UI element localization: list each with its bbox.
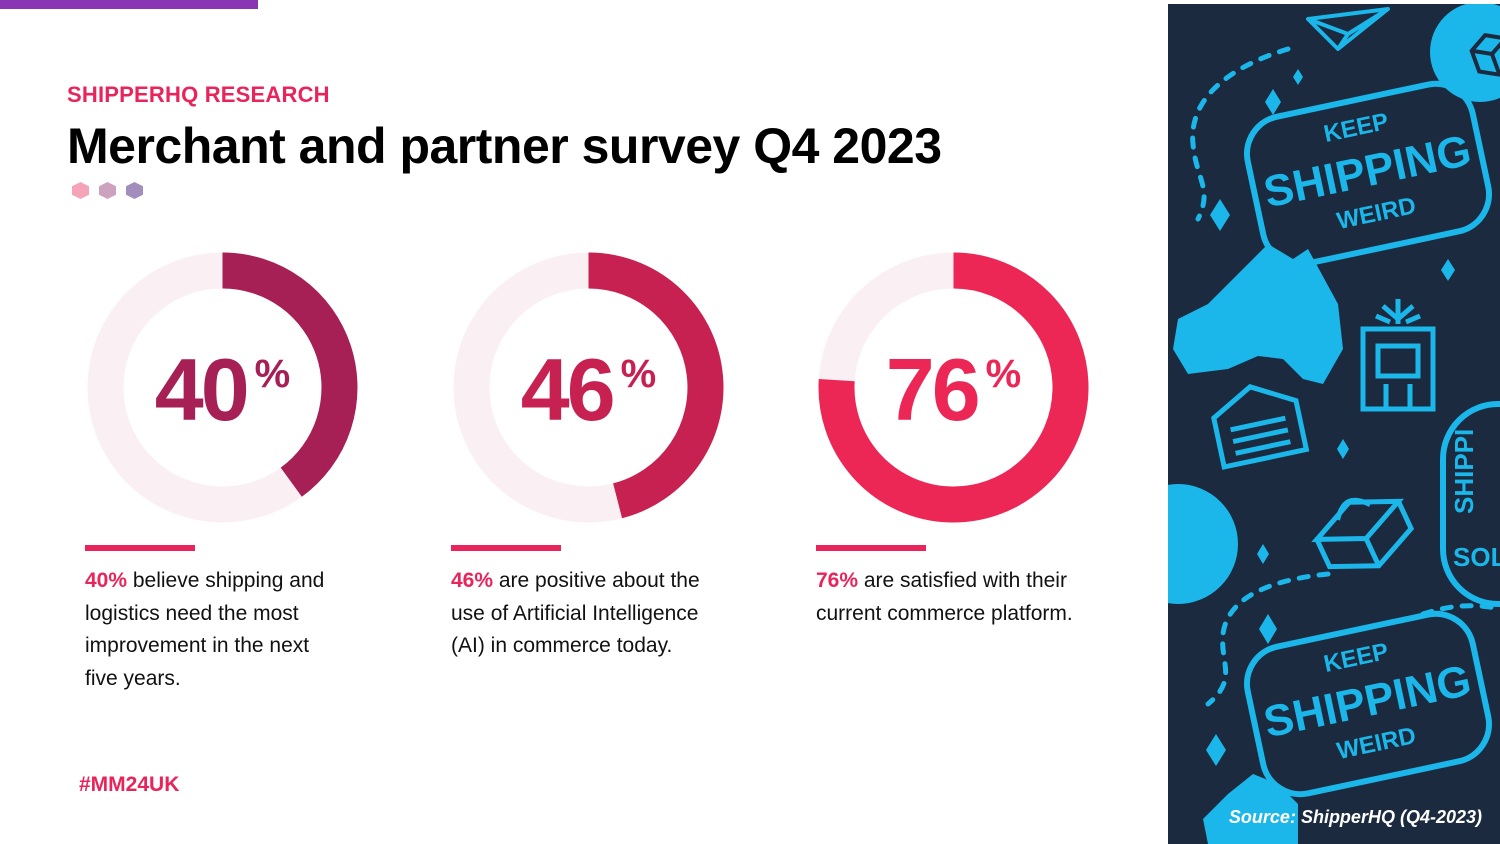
hexagon-icon: [99, 182, 116, 199]
shipping-pattern-illustration: KEEP SHIPPING WEIRD SHIPPI SOL KEEP SHI: [1168, 4, 1500, 844]
badge-text: KEEP: [1321, 108, 1391, 148]
stat-highlight: 46%: [451, 569, 494, 592]
hexagon-icon: [126, 182, 143, 199]
gift-box-icon: [1311, 497, 1415, 570]
stat-percent-sign: %: [254, 352, 291, 396]
donut-chart-1: [87, 252, 358, 523]
stat-percent-sign: %: [620, 352, 657, 396]
stat-text: are positive about the use of Artificial…: [451, 569, 700, 657]
stat-number: 40: [154, 340, 250, 439]
hexagon-icon: [72, 182, 89, 199]
stat-value-2: 46%: [451, 346, 726, 434]
donut-value-arc: [222, 252, 358, 497]
stat-text: believe shipping and logistics need the …: [85, 569, 325, 690]
badge-text: SOL: [1453, 542, 1500, 572]
store-building-icon: [1360, 299, 1436, 412]
divider: [85, 545, 195, 551]
divider: [816, 545, 926, 551]
sparkle-icons: [1206, 69, 1455, 766]
eyebrow-label: SHIPPERHQ RESEARCH: [67, 82, 330, 107]
map-fragment-icon: [1203, 774, 1298, 844]
badge-side: SHIPPI SOL: [1440, 401, 1500, 607]
decorative-pattern-panel: KEEP SHIPPING WEIRD SHIPPI SOL KEEP SHI: [1168, 4, 1500, 844]
stat-text: are satisfied with their current commerc…: [816, 569, 1073, 625]
stat-number: 76: [885, 340, 981, 439]
hexagon-dots: [72, 182, 143, 199]
stat-description-1: 40% believe shipping and logistics need …: [85, 565, 345, 695]
donut-value-arc: [818, 252, 1089, 523]
stat-value-3: 76%: [816, 346, 1091, 434]
box-icon: [1469, 33, 1500, 77]
stat-highlight: 40%: [85, 569, 128, 592]
page-title: Merchant and partner survey Q4 2023: [67, 118, 942, 174]
donut-chart-2: [453, 252, 724, 523]
globe-circle-left: [1168, 484, 1238, 604]
garage-icon: [1211, 384, 1310, 470]
hashtag: #MM24UK: [79, 773, 180, 796]
stat-value-1: 40%: [85, 346, 360, 434]
badge-bottom: KEEP SHIPPING WEIRD: [1243, 610, 1493, 798]
stat-number: 46: [520, 340, 616, 439]
australia-map-icon: [1173, 244, 1343, 384]
top-accent-bar: [0, 0, 258, 9]
donut-value-arc: [588, 252, 724, 519]
stat-description-3: 76% are satisfied with their current com…: [816, 565, 1076, 630]
donut-chart-3: [818, 252, 1089, 523]
stat-description-2: 46% are positive about the use of Artifi…: [451, 565, 711, 663]
badge-text: SHIPPI: [1449, 429, 1479, 514]
divider: [451, 545, 561, 551]
stat-percent-sign: %: [985, 352, 1022, 396]
stat-highlight: 76%: [816, 569, 859, 592]
globe-circle-top: [1430, 4, 1500, 102]
badge-text: KEEP: [1321, 638, 1391, 678]
source-note: Source: ShipperHQ (Q4-2023): [1228, 807, 1482, 827]
paper-plane-icon: [1306, 7, 1390, 51]
